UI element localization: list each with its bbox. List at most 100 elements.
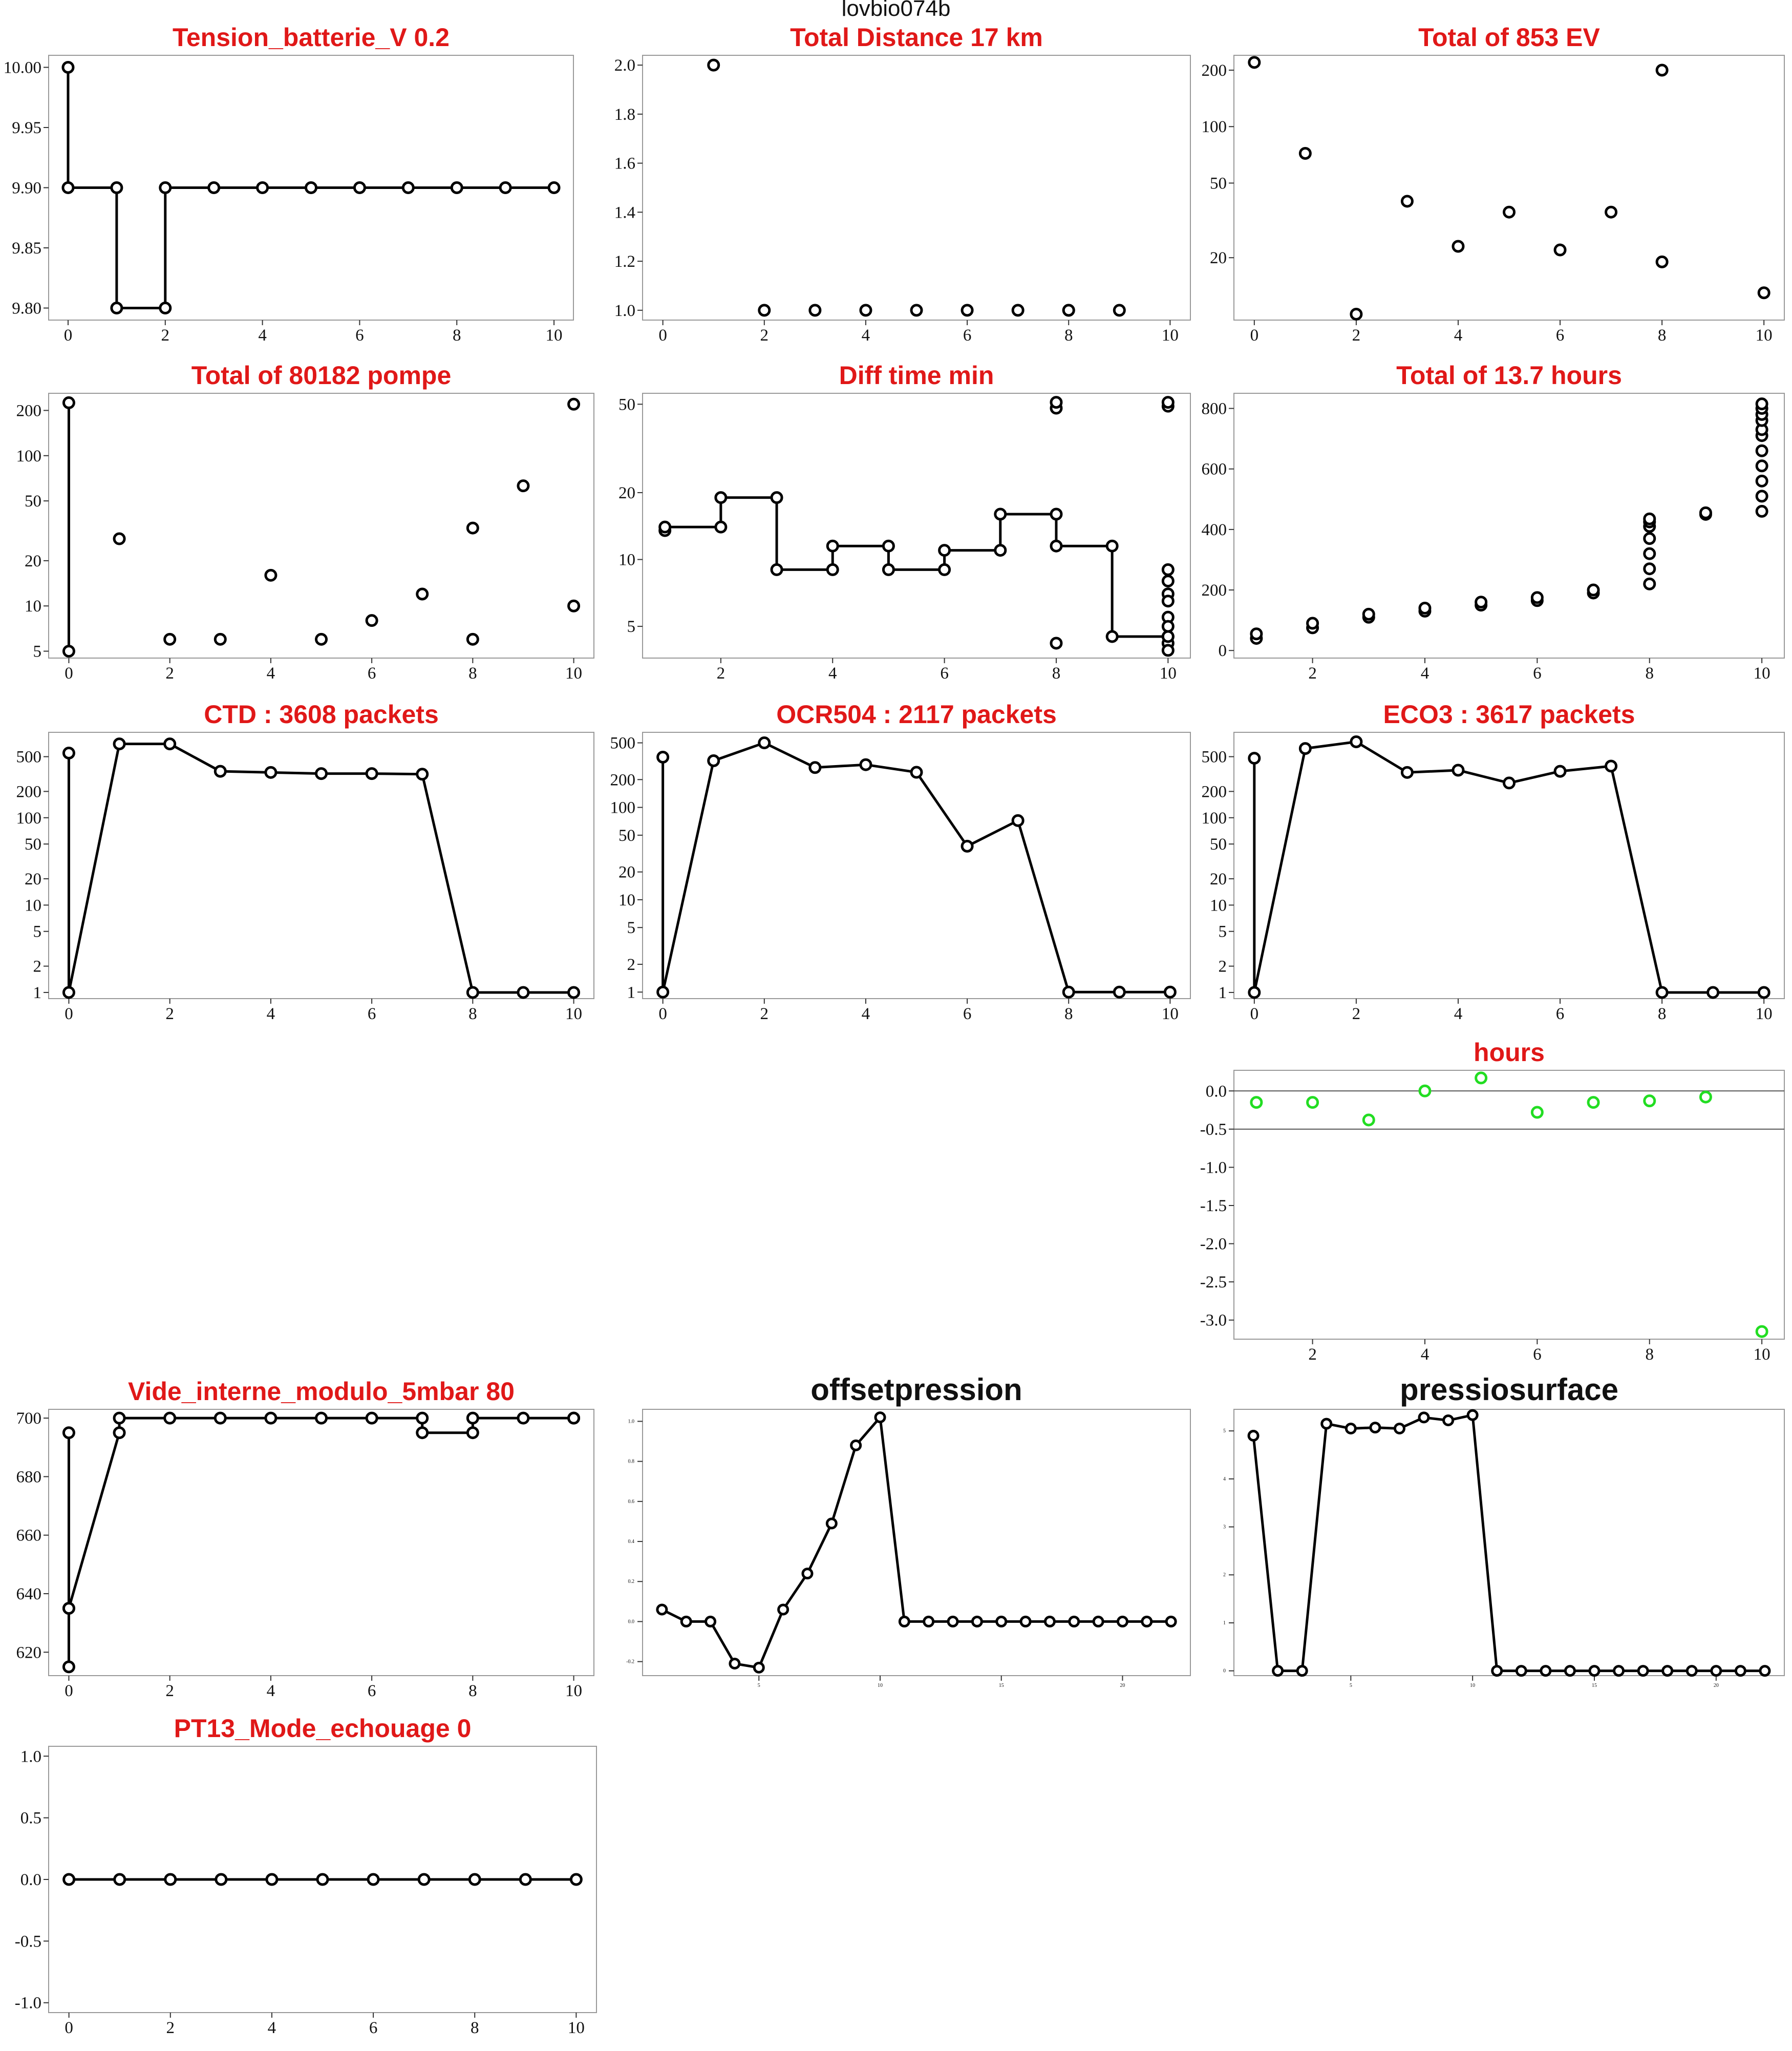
chart-p13: pressiosurface 5 10 15 20 0 1 2 3 4 5 <box>1223 1372 1785 1688</box>
series-line <box>67 1416 574 1668</box>
data-point <box>729 1658 741 1670</box>
plot-frame <box>642 1409 1191 1676</box>
data-point <box>1418 1411 1430 1424</box>
chart-title: OCR504 : 2117 packets <box>776 700 1057 729</box>
data-point <box>1755 397 1768 411</box>
y-tick-label: 100 <box>1202 118 1227 136</box>
chart-title: Vide_interne_modulo_5mbar 80 <box>128 1377 515 1406</box>
x-tick-label: 6 <box>1556 1005 1565 1023</box>
x-tick-label: 20 <box>1120 1683 1125 1688</box>
chart-p1: Tension_batterie_V 0.2 0 2 4 6 8 10 9.80 9.85 9.9… <box>4 23 574 345</box>
data-point <box>1306 1096 1319 1109</box>
data-point <box>517 1411 530 1425</box>
data-point <box>315 767 328 780</box>
y-tick-label: -1.0 <box>1200 1158 1227 1177</box>
data-point <box>62 1602 75 1615</box>
x-tick-label: 2 <box>1352 326 1361 345</box>
data-point <box>1553 765 1567 778</box>
series-line <box>1252 1413 1765 1673</box>
data-point <box>714 520 728 534</box>
y-tick-label: 5 <box>627 618 636 636</box>
y-tick-label: 660 <box>16 1527 42 1545</box>
y-tick-label: 4 <box>1223 1476 1226 1482</box>
data-point <box>1116 1615 1128 1627</box>
data-point <box>1613 1665 1625 1677</box>
y-tick-label: 1.0 <box>614 302 635 320</box>
plot-frame <box>1233 1070 1785 1340</box>
data-point <box>1710 1665 1722 1677</box>
y-tick-label: 20 <box>25 870 41 889</box>
data-point <box>1062 985 1075 999</box>
chart-p6: Total of 13.7 hours 2 4 6 8 10 0 200 400 600 800 <box>1202 361 1785 683</box>
data-point <box>450 181 463 194</box>
y-tick-label: 0.0 <box>1206 1082 1227 1101</box>
data-point <box>1757 986 1770 999</box>
data-point <box>1706 986 1720 999</box>
data-point <box>1759 1665 1771 1677</box>
data-point <box>923 1615 935 1627</box>
x-tick-label: 2 <box>166 2019 175 2037</box>
data-point <box>159 302 172 314</box>
y-tick-label: -2.5 <box>1200 1273 1227 1292</box>
data-point <box>61 61 75 74</box>
data-point <box>808 761 822 774</box>
y-tick-label: 2 <box>33 958 42 976</box>
data-point <box>1564 1665 1576 1677</box>
data-point <box>1400 195 1414 208</box>
plot-frame <box>1233 393 1785 659</box>
data-point <box>62 645 75 658</box>
data-point <box>1418 1084 1432 1097</box>
x-tick-label: 10 <box>1754 664 1770 683</box>
y-tick-label: 0.6 <box>628 1499 635 1505</box>
chart-title: Total of 853 EV <box>1418 23 1600 52</box>
data-point <box>517 479 530 493</box>
chart-title: Total of 13.7 hours <box>1396 361 1622 390</box>
data-point <box>1161 563 1175 576</box>
x-tick-label: 2 <box>760 1005 769 1023</box>
data-point <box>265 1873 279 1886</box>
data-point <box>365 1411 378 1425</box>
data-point <box>1661 1665 1674 1677</box>
data-point <box>1043 1615 1056 1627</box>
x-tick-label: 10 <box>568 2019 585 2037</box>
data-point <box>110 302 123 314</box>
plot-frame <box>48 732 594 999</box>
data-point <box>62 1426 75 1440</box>
y-tick-label: 1 <box>1219 984 1227 1002</box>
series-line <box>67 67 554 309</box>
data-point <box>898 1615 910 1627</box>
plot-frame <box>642 732 1191 999</box>
data-point <box>110 181 123 194</box>
data-point <box>164 1873 177 1886</box>
data-point <box>961 839 974 853</box>
data-point <box>938 563 951 576</box>
x-tick-label: 8 <box>453 326 461 345</box>
x-tick-label: 10 <box>1160 664 1177 683</box>
y-tick-label: 500 <box>610 734 636 753</box>
x-tick-label: 5 <box>1350 1683 1352 1688</box>
y-tick-label: 1.0 <box>628 1419 635 1424</box>
x-tick-label: 2 <box>165 1682 174 1700</box>
data-point <box>1161 620 1175 633</box>
x-tick-label: 2 <box>161 326 170 345</box>
x-tick-label: 8 <box>468 1682 477 1700</box>
y-tick-label: 0.8 <box>628 1459 635 1465</box>
data-point <box>1161 575 1175 588</box>
data-point <box>1655 986 1669 999</box>
y-tick-label: 1 <box>1223 1620 1226 1626</box>
x-tick-label: 10 <box>565 1682 582 1700</box>
x-tick-label: 5 <box>758 1683 760 1688</box>
data-point <box>758 736 771 750</box>
y-tick-label: 20 <box>1210 249 1227 267</box>
y-tick-label: 10.00 <box>4 59 41 77</box>
x-tick-label: 15 <box>999 1683 1004 1688</box>
x-tick-label: 4 <box>267 1005 275 1023</box>
data-point <box>499 181 512 194</box>
y-tick-label: 10 <box>25 896 41 915</box>
data-point <box>1298 146 1312 160</box>
data-point <box>305 181 317 194</box>
data-point <box>1068 1615 1080 1627</box>
data-point <box>971 1615 983 1627</box>
y-tick-label: 100 <box>16 809 42 828</box>
data-point <box>1755 444 1768 457</box>
